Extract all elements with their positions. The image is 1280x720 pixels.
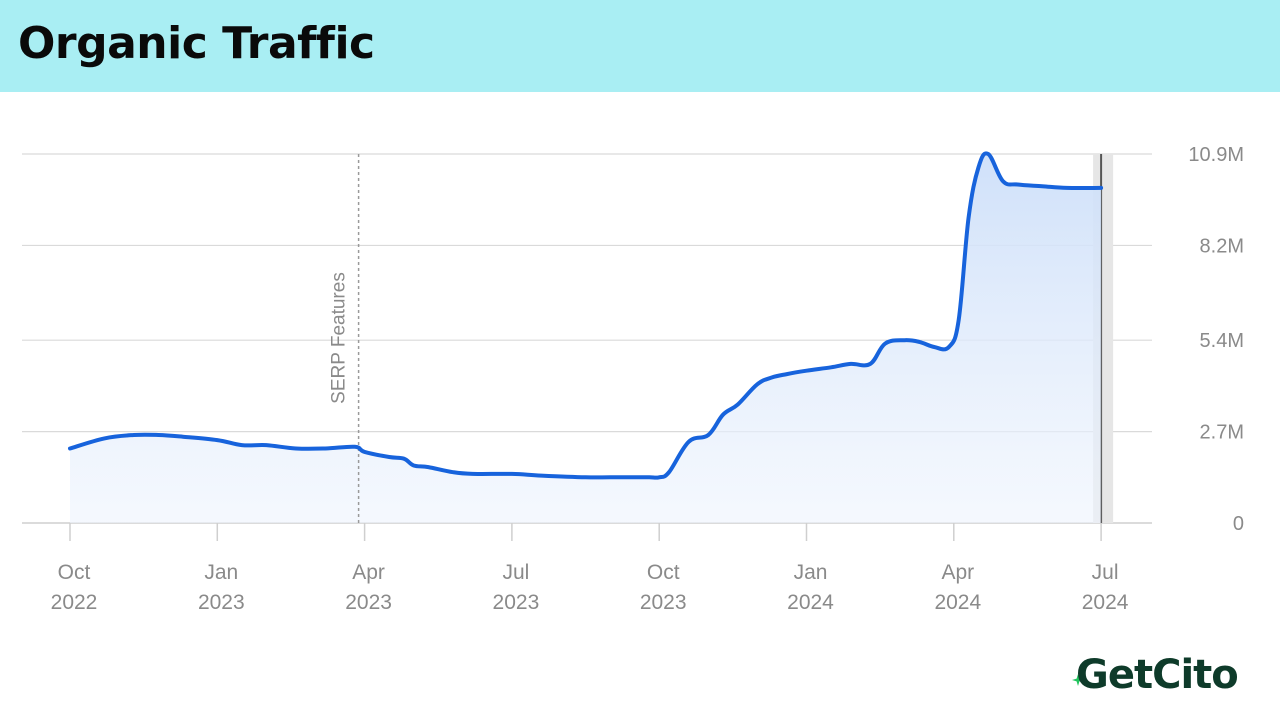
y-tick-label: 5.4M xyxy=(1200,330,1244,352)
x-tick-label-month: Jul xyxy=(1092,561,1119,584)
sparkle-icon xyxy=(1072,674,1084,686)
x-tick-label-year: 2022 xyxy=(51,591,98,614)
y-axis: 0 2.7M 5.4M 8.2M 10.9M xyxy=(1188,144,1244,535)
x-tick-label-year: 2024 xyxy=(1082,591,1129,614)
x-tick-label-year: 2024 xyxy=(934,591,981,614)
y-tick-label: 0 xyxy=(1233,513,1244,535)
x-tick-label-month: Apr xyxy=(352,561,385,584)
y-tick-label: 2.7M xyxy=(1200,422,1244,444)
getcito-logo: GetCito xyxy=(1072,650,1262,700)
traffic-area-fill xyxy=(70,153,1102,524)
annotation-label: SERP Features xyxy=(329,272,350,404)
x-tick-label-month: Oct xyxy=(647,561,680,584)
x-tick-label-month: Jul xyxy=(502,561,529,584)
y-tick-label: 8.2M xyxy=(1200,235,1244,257)
x-tick-label-year: 2023 xyxy=(345,591,392,614)
x-tick-label-month: Jan xyxy=(794,561,828,584)
x-tick-label-month: Apr xyxy=(941,561,974,584)
x-tick-label-year: 2023 xyxy=(198,591,245,614)
serp-annotation: SERP Features xyxy=(329,154,360,523)
header-bar: Organic Traffic xyxy=(0,0,1280,92)
x-tick-label-month: Oct xyxy=(58,561,91,584)
page-title: Organic Traffic xyxy=(18,18,375,69)
x-tick-label-month: Jan xyxy=(204,561,238,584)
x-tick-label-year: 2023 xyxy=(493,591,540,614)
x-tick-label-year: 2024 xyxy=(787,591,834,614)
x-tick-label-year: 2023 xyxy=(640,591,687,614)
brand-name: GetCito xyxy=(1076,652,1239,698)
traffic-line xyxy=(68,151,1104,480)
x-axis: Oct 2022 Jan 2023 Apr 2023 Jul 2023 Oct 2023 Jan 20… xyxy=(51,523,1129,614)
y-tick-label: 10.9M xyxy=(1188,144,1244,166)
